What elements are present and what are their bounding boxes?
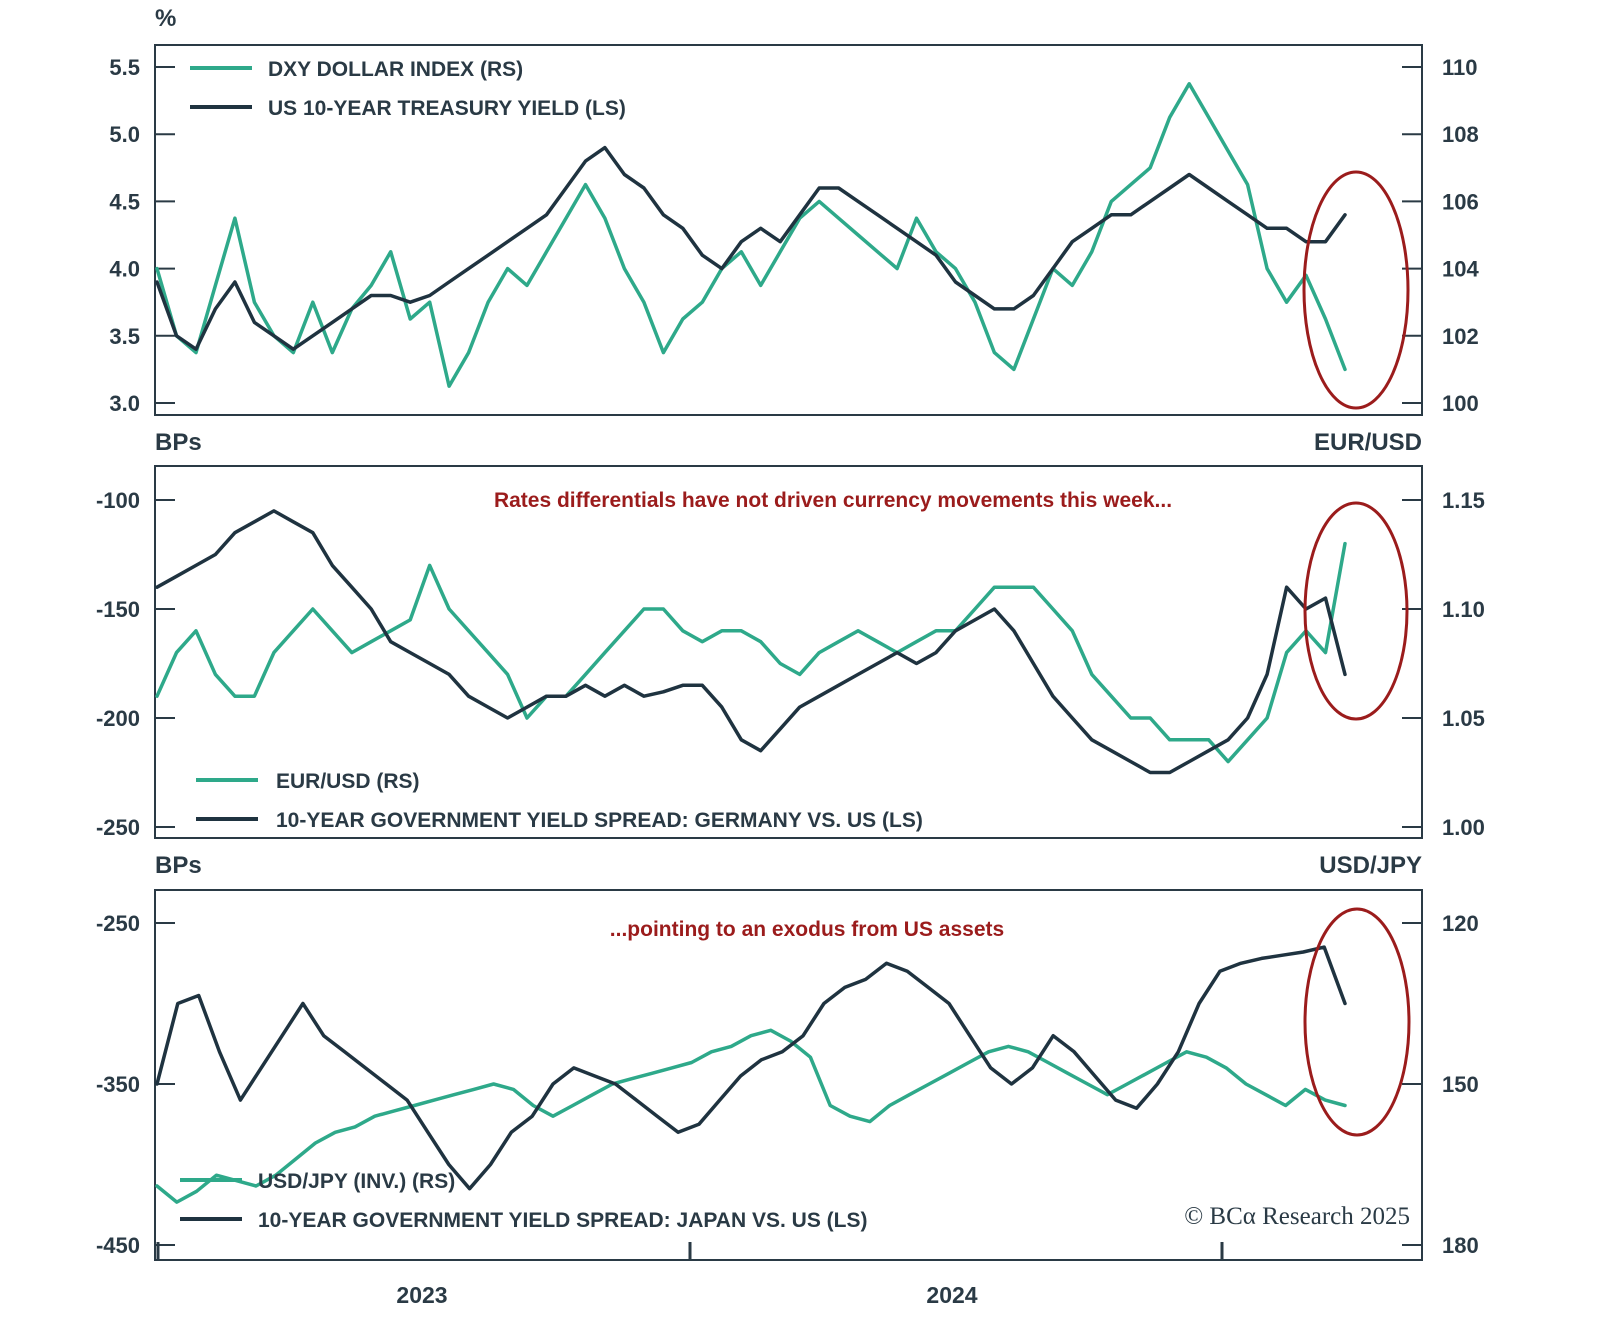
left-tick-label: -450 (96, 1233, 140, 1258)
highlight-ellipse (1302, 170, 1410, 410)
series-line-dark (155, 145, 1347, 351)
x-axis: 2023 2024 (156, 1242, 1224, 1308)
chart-panel-1: 5.5 5.0 4.5 4.0 3.5 3.0 110 108 106 104 102 100% DXY… (109, 5, 1479, 416)
plot-frame (154, 44, 1423, 416)
right-tick-label: 1.15 (1442, 488, 1485, 513)
legend-label: US 10-YEAR TREASURY YIELD (LS) (268, 97, 626, 120)
legend-label: DXY DOLLAR INDEX (RS) (268, 58, 523, 81)
plot-frame (154, 465, 1423, 839)
left-tick-label: 5.5 (109, 55, 140, 80)
right-tick-label: 100 (1442, 391, 1479, 416)
legend-label: 10-YEAR GOVERNMENT YIELD SPREAD: JAPAN V… (258, 1209, 867, 1232)
left-tick-label: -350 (96, 1072, 140, 1097)
annotation-text: Rates differentials have not driven curr… (494, 489, 1172, 512)
plot-frame (154, 889, 1423, 1261)
right-tick-label: 1.05 (1442, 706, 1485, 731)
series-line-green (155, 1028, 1347, 1204)
series-line-green (155, 541, 1347, 764)
legend-label: USD/JPY (INV.) (RS) (258, 1170, 455, 1193)
right-tick-label: 104 (1442, 257, 1479, 282)
series-line-dark (155, 945, 1347, 1191)
right-tick-label: 120 (1442, 911, 1479, 936)
x-tick-label: 2024 (926, 1282, 977, 1308)
right-tick-label: 108 (1442, 122, 1479, 147)
copyright-text: © BCα Research 2025 (1184, 1203, 1410, 1230)
left-tick-label: -100 (96, 488, 140, 513)
left-tick-label: 5.0 (109, 122, 140, 147)
left-unit-label: % (155, 5, 176, 32)
right-tick-label: 1.00 (1442, 815, 1485, 840)
right-tick-label: 106 (1442, 189, 1479, 214)
x-tick-label: 2023 (396, 1282, 447, 1308)
left-tick-label: 3.5 (109, 324, 140, 349)
left-tick-label: -200 (96, 706, 140, 731)
left-unit-label: BPs (155, 429, 202, 456)
left-tick-label: -150 (96, 597, 140, 622)
chart-panel-3: -250 -350 -450 120 150 180 BPs USD/JPY USD/JPY (… (96, 852, 1479, 1261)
right-tick-label: 150 (1442, 1072, 1479, 1097)
legend-label: 10-YEAR GOVERNMENT YIELD SPREAD: GERMANY… (276, 809, 923, 832)
right-unit-label: EUR/USD (1314, 429, 1422, 456)
annotation-text: ...pointing to an exodus from US assets (610, 918, 1004, 941)
left-tick-label: 3.0 (109, 391, 140, 416)
highlight-ellipse (1303, 501, 1409, 721)
highlight-ellipse (1303, 907, 1411, 1137)
legend-label: EUR/USD (RS) (276, 770, 420, 793)
chart-panel-2: -100 -150 -200 -250 1.15 1.10 1.05 1.00 BPs EUR/U… (96, 429, 1485, 840)
series-line-dark (155, 509, 1347, 775)
right-tick-label: 180 (1442, 1233, 1479, 1258)
right-unit-label: USD/JPY (1319, 852, 1422, 879)
left-unit-label: BPs (155, 852, 202, 879)
left-tick-label: 4.5 (109, 189, 140, 214)
right-tick-label: 102 (1442, 324, 1479, 349)
left-tick-label: -250 (96, 911, 140, 936)
left-tick-label: 4.0 (109, 257, 140, 282)
left-tick-label: -250 (96, 815, 140, 840)
right-tick-label: 1.10 (1442, 597, 1485, 622)
right-tick-label: 110 (1442, 55, 1478, 80)
